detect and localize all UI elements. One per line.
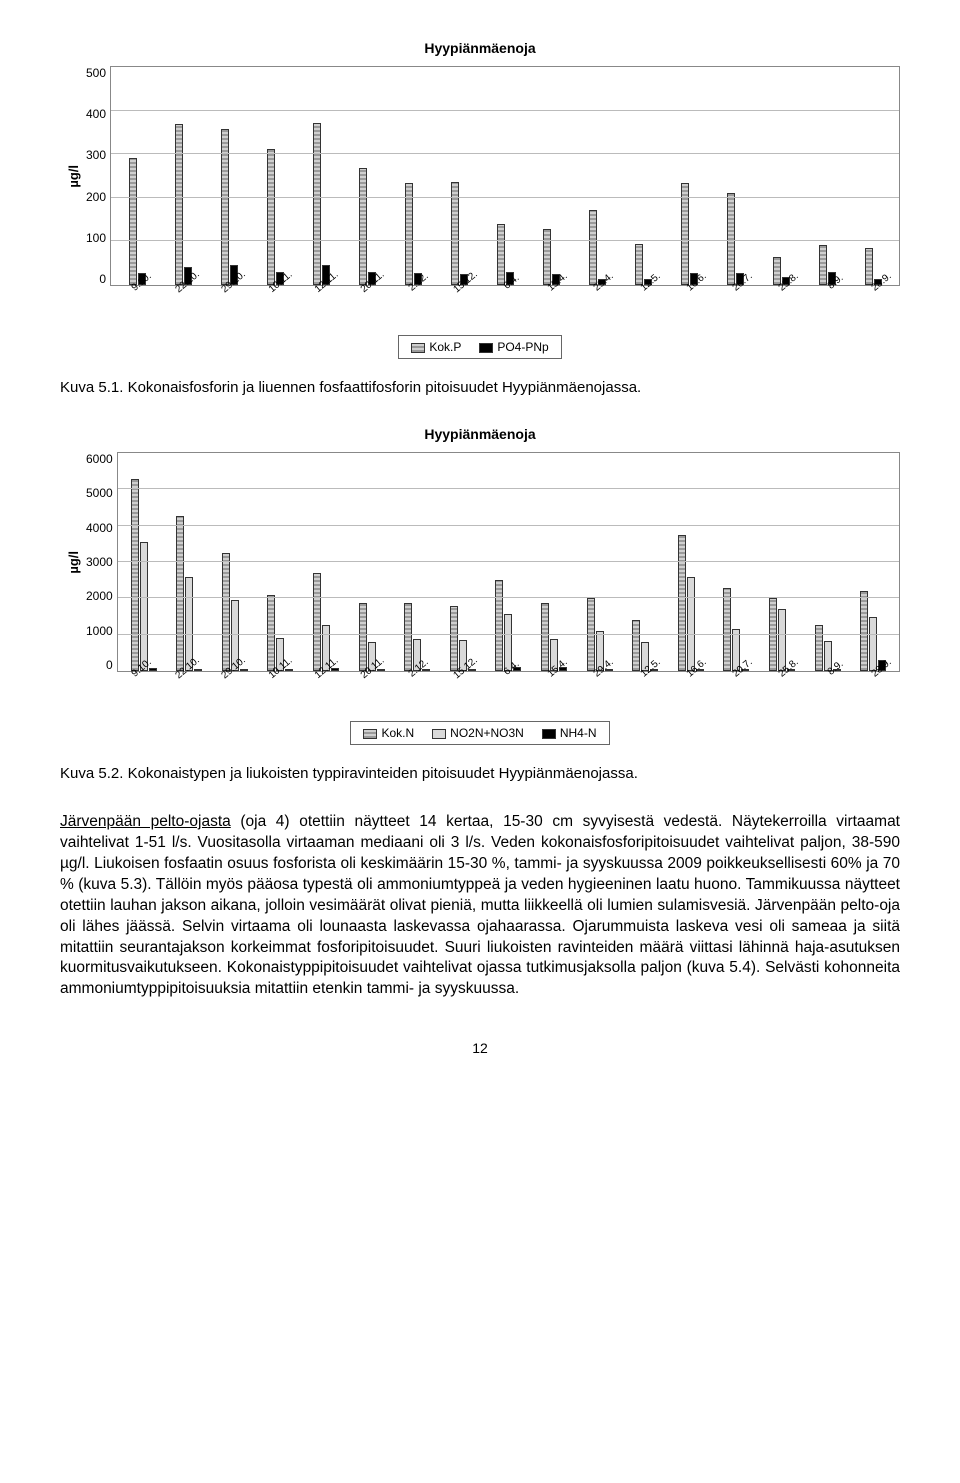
body-underline: Järvenpään pelto-ojasta xyxy=(60,813,231,830)
bar-kokp xyxy=(359,168,367,285)
bar-kokp xyxy=(267,149,275,285)
chart1-ylabel: µg/l xyxy=(66,165,81,188)
chart-phosphorus: Hyypiänmäenoja µg/l 5004003002001000 9.1… xyxy=(60,40,900,359)
bar-nh4 xyxy=(194,669,202,671)
legend-item: NH4-N xyxy=(542,726,597,740)
bar-group xyxy=(122,479,166,671)
bar-nh4 xyxy=(149,668,157,671)
caption1-label: Kuva 5.1. xyxy=(60,379,123,396)
body-paragraph: Järvenpään pelto-ojasta (oja 4) otettiin… xyxy=(60,812,900,1000)
bar-kokp xyxy=(313,123,321,285)
legend-item: Kok.N xyxy=(363,726,414,740)
chart1-legend: Kok.P PO4-PNp xyxy=(398,335,561,359)
chart-nitrogen: Hyypiänmäenoja µg/l 60005000400030002000… xyxy=(60,426,900,745)
page-number: 12 xyxy=(60,1040,900,1056)
body-rest: (oja 4) otettiin näytteet 14 kertaa, 15-… xyxy=(60,813,900,997)
caption2-text: Kokonaistypen ja liukoisten typpiravinte… xyxy=(128,765,638,782)
chart2-title: Hyypiänmäenoja xyxy=(60,426,900,442)
chart2-legend: Kok.N NO2N+NO3N NH4-N xyxy=(350,721,609,745)
bar-kokn xyxy=(131,479,139,671)
bar-kokn xyxy=(723,588,731,671)
bar-kokp xyxy=(221,129,229,285)
chart2-yticks: 6000500040003000200010000 xyxy=(86,452,117,672)
bar-kokp xyxy=(681,183,689,285)
bar-kokn xyxy=(678,535,686,671)
bar-kokn xyxy=(176,516,184,672)
chart2-ylabel-wrap: µg/l xyxy=(60,452,86,672)
chart1-ylabel-wrap: µg/l xyxy=(60,66,86,286)
caption-5-2: Kuva 5.2. Kokonaistypen ja liukoisten ty… xyxy=(60,765,900,782)
legend-item: PO4-PNp xyxy=(479,340,548,354)
legend-item: Kok.P xyxy=(411,340,461,354)
chart1-title: Hyypiänmäenoja xyxy=(60,40,900,56)
caption2-label: Kuva 5.2. xyxy=(60,765,123,782)
caption1-text: Kokonaisfosforin ja liuennen fosfaattifo… xyxy=(128,379,642,396)
bar-kokp xyxy=(129,158,137,285)
chart2-ylabel: µg/l xyxy=(66,551,81,574)
bar-kokn xyxy=(860,591,868,671)
bar-kokp xyxy=(175,124,183,285)
bar-kokp xyxy=(451,182,459,285)
chart2-plot xyxy=(117,452,900,672)
caption-5-1: Kuva 5.1. Kokonaisfosforin ja liuennen f… xyxy=(60,379,900,396)
bar-nh4 xyxy=(240,669,248,671)
legend-item: NO2N+NO3N xyxy=(432,726,524,740)
chart2-xticks: 9.10.22.10.29.10.10.11.12.11.20.11.2.12.… xyxy=(86,672,900,691)
chart1-xticks: 9.10.22.10.29.10.10.11.12.11.20.11.2.12.… xyxy=(86,286,900,305)
chart1-yticks: 5004003002001000 xyxy=(86,66,110,286)
chart1-plot xyxy=(110,66,900,286)
